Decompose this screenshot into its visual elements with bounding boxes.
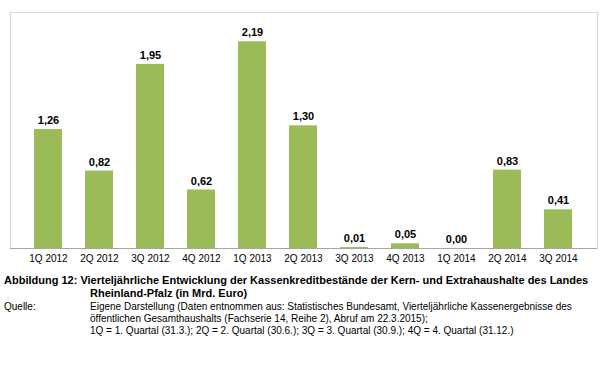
svg-text:2Q 2012: 2Q 2012 xyxy=(80,253,119,264)
svg-text:0,00: 0,00 xyxy=(446,233,467,245)
svg-text:0,01: 0,01 xyxy=(344,232,365,244)
svg-text:2,19: 2,19 xyxy=(242,26,263,38)
svg-text:4Q 2013: 4Q 2013 xyxy=(386,253,425,264)
svg-text:0,05: 0,05 xyxy=(395,228,416,240)
svg-text:3Q 2013: 3Q 2013 xyxy=(335,253,374,264)
html-text:1Q = 1. Quartal (31.3.); 2Q =: 1Q = 1. Quartal (31.3.); 2Q = 2. Quartal… xyxy=(90,325,514,336)
svg-text:4Q 2012: 4Q 2012 xyxy=(182,253,221,264)
svg-text:0,62: 0,62 xyxy=(191,174,212,186)
svg-text:1Q 2014: 1Q 2014 xyxy=(437,253,476,264)
svg-text:1Q 2012: 1Q 2012 xyxy=(29,253,68,264)
html-text:Abbildung 12: Vierteljährliche: Abbildung 12: Vierteljährliche Entwicklu… xyxy=(4,274,589,299)
html-text:Eigene Darstellung (Daten entn: Eigene Darstellung (Daten entnommen aus:… xyxy=(90,301,572,324)
svg-text:1,26: 1,26 xyxy=(38,114,59,126)
svg-text:0,41: 0,41 xyxy=(548,194,569,206)
svg-text:1,95: 1,95 xyxy=(140,49,161,61)
svg-text:3Q 2014: 3Q 2014 xyxy=(539,253,578,264)
svg-text:1Q 2013: 1Q 2013 xyxy=(233,253,272,264)
html-text:Quelle:: Quelle: xyxy=(4,301,36,312)
svg-text:3Q 2012: 3Q 2012 xyxy=(131,253,170,264)
svg-text:0,83: 0,83 xyxy=(497,155,518,167)
svg-text:2Q 2014: 2Q 2014 xyxy=(488,253,527,264)
svg-text:0,82: 0,82 xyxy=(89,156,110,168)
svg-text:2Q 2013: 2Q 2013 xyxy=(284,253,323,264)
svg-text:1,30: 1,30 xyxy=(293,110,314,122)
